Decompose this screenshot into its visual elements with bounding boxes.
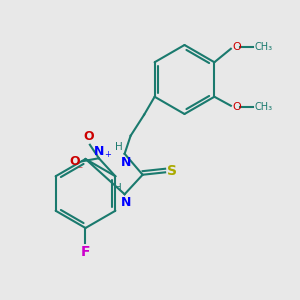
Text: N: N <box>121 196 131 209</box>
Text: N: N <box>94 145 104 158</box>
Text: ⁻: ⁻ <box>77 166 83 176</box>
Text: O: O <box>84 130 94 143</box>
Text: H: H <box>116 142 123 152</box>
Text: O: O <box>232 42 241 52</box>
Text: +: + <box>104 150 111 159</box>
Text: CH₃: CH₃ <box>255 42 273 52</box>
Text: N: N <box>121 156 131 169</box>
Text: S: S <box>167 164 177 178</box>
Text: F: F <box>81 244 90 259</box>
Text: O: O <box>69 155 80 168</box>
Text: H: H <box>114 183 122 193</box>
Text: O: O <box>232 102 241 112</box>
Text: CH₃: CH₃ <box>255 102 273 112</box>
